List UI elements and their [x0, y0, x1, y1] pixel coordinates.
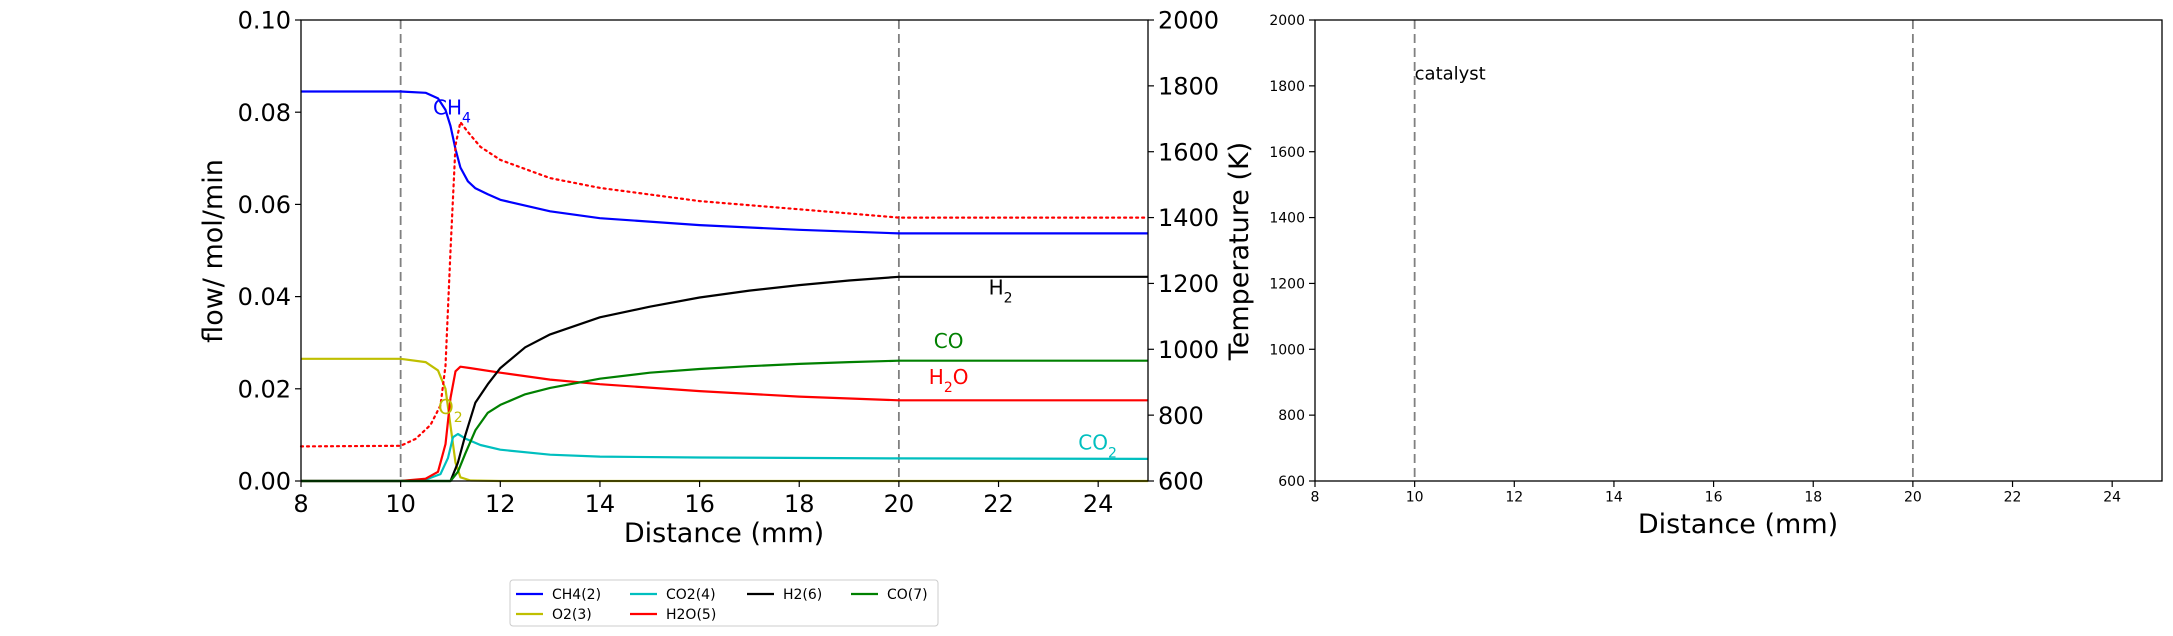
left-x-axis-label: Distance (mm)	[624, 518, 824, 549]
x-tick-label: 14	[585, 490, 616, 518]
left-plot-frame	[300, 19, 1149, 482]
y2-tick-label: 800	[1158, 402, 1204, 430]
legend: CH4(2) CO2(4) H2(6) CO(7) O2(3) H2O(5)	[509, 579, 939, 627]
x-tick-label: 20	[884, 490, 915, 518]
series-line-co-7	[301, 359, 1148, 483]
x-tick-label: 24	[1083, 490, 1114, 518]
legend-frame	[509, 579, 939, 627]
series-line-ch4-2	[301, 90, 1148, 235]
left-chart-ticks: 8 10 12 14 16 18 20 22 24 0.00 0.02 0.04 0.06 0.08 0.1…	[238, 7, 1220, 519]
x-tick-label: 18	[1804, 490, 1822, 506]
series-line-o2-3	[301, 357, 1148, 483]
x-tick-label: 14	[1605, 490, 1623, 506]
x-tick-label: 12	[485, 490, 516, 518]
annotation-0: CH4	[433, 96, 471, 127]
y-tick-label: 1800	[1269, 79, 1305, 95]
x-tick-label: 24	[2103, 490, 2121, 506]
y2-tick-label: 600	[1158, 468, 1204, 496]
y2-tick-label: 1800	[1158, 72, 1219, 100]
x-tick-label: 8	[1311, 490, 1320, 506]
y2-tick-label: 1000	[1158, 336, 1219, 364]
y-tick-label: 1000	[1269, 342, 1305, 358]
legend-label: CH4(2)	[552, 587, 601, 603]
left-chart: CH4 H2 CO H2O O2 CO2 8 10 12 14 16 18 20 22 24 0.00 0.0…	[198, 7, 1255, 627]
x-tick-label: 22	[2004, 490, 2022, 506]
x-tick-label: 18	[784, 490, 815, 518]
y-tick-label: 2000	[1269, 13, 1305, 29]
y2-tick-label: 1200	[1158, 270, 1219, 298]
annotation-5: CO2	[1078, 431, 1117, 462]
y2-tick-label: 2000	[1158, 7, 1219, 35]
y-tick-label: 0.10	[238, 7, 291, 35]
y2-tick-label: 1400	[1158, 204, 1219, 232]
y-tick-label: 800	[1278, 408, 1305, 424]
y-tick-label: 1600	[1269, 145, 1305, 161]
x-tick-label: 10	[1406, 490, 1424, 506]
y-tick-label: 0.06	[238, 191, 291, 219]
y-tick-label: 0.04	[238, 283, 291, 311]
right-x-axis-label: Distance (mm)	[1638, 509, 1838, 540]
annotation-4: O2	[438, 395, 463, 426]
right-plot-frame	[1314, 19, 2163, 482]
x-tick-label: 10	[385, 490, 416, 518]
series-line-h2o-5	[301, 365, 1148, 483]
annotation-3: H2O	[929, 365, 969, 396]
y-tick-label: 0.08	[238, 99, 291, 127]
legend-label: O2(3)	[552, 607, 592, 623]
y-tick-label: 0.00	[238, 468, 291, 496]
legend-label: CO2(4)	[666, 587, 716, 603]
right-chart: catalyst 8 10 12 14 16 18 20 22 24 600 800 1000 1200…	[1269, 13, 2163, 540]
x-tick-label: 12	[1505, 490, 1523, 506]
y-tick-label: 0.02	[238, 375, 291, 403]
x-tick-label: 20	[1904, 490, 1922, 506]
legend-label: CO(7)	[887, 587, 928, 603]
right-chart-ticks: 8 10 12 14 16 18 20 22 24 600 800 1000 1200 1400 1600 1…	[1269, 13, 2121, 506]
x-tick-label: 22	[983, 490, 1014, 518]
left-y-axis-label: flow/ mol/min	[198, 159, 229, 343]
annotation-2: CO	[934, 329, 964, 353]
annotation-1: H2	[989, 275, 1013, 306]
y2-tick-label: 1600	[1158, 138, 1219, 166]
left-chart-marks: CH4 H2 CO H2O O2 CO2	[299, 20, 1150, 483]
y-tick-label: 1400	[1269, 211, 1305, 227]
legend-label: H2O(5)	[666, 607, 716, 623]
annotation-0: catalyst	[1415, 63, 1486, 84]
legend-label: H2(6)	[783, 587, 822, 603]
series-line-temperature	[299, 120, 1150, 448]
x-tick-label: 16	[1705, 490, 1723, 506]
left-y2-axis-label: Temperature (K)	[1224, 142, 1255, 361]
x-tick-label: 16	[684, 490, 715, 518]
y-tick-label: 600	[1278, 474, 1305, 490]
series-line-co2-4	[301, 432, 1149, 483]
series-line-h2-6	[301, 275, 1148, 483]
x-tick-label: 8	[293, 490, 308, 518]
y-tick-label: 1200	[1269, 276, 1305, 292]
right-chart-marks: catalyst	[1413, 20, 1914, 481]
